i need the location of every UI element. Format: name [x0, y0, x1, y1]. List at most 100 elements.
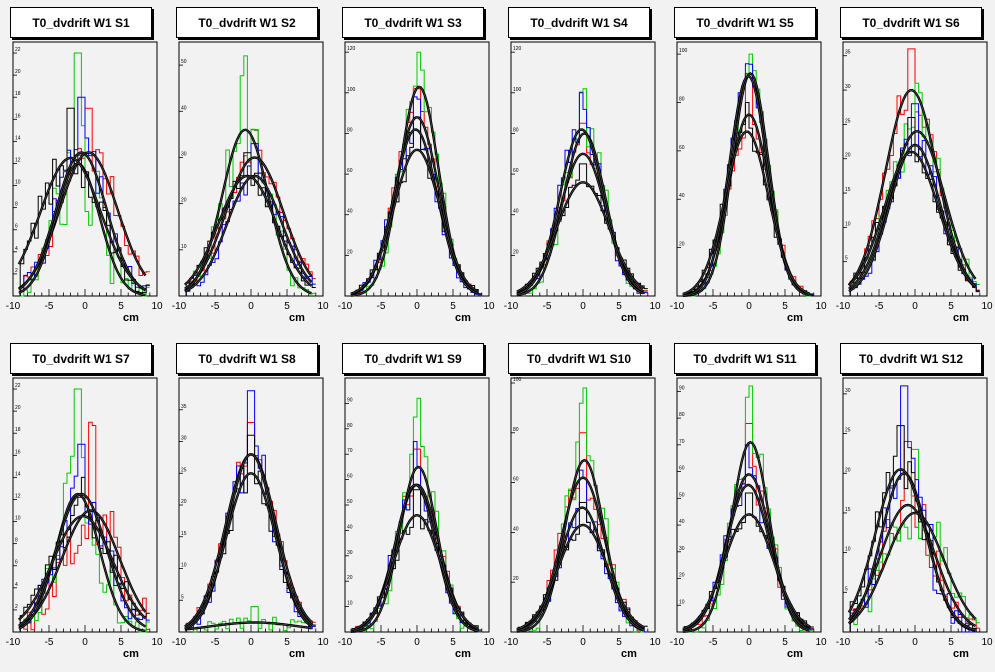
- histogram-series: [351, 88, 482, 296]
- x-tick-label: 10: [483, 637, 495, 648]
- gaussian-fit-curve: [516, 128, 644, 296]
- fit-highlight: [184, 175, 312, 287]
- histogram-pad: 20 40 60 80 100 120 -10 -5 0 5 10 T0_dvdrift W1 S3 c…: [332, 0, 498, 336]
- y-tick-label: 20: [347, 249, 353, 255]
- histogram-plot: 20 40 60 80 100 120 -10 -5 0 5 10: [338, 41, 495, 312]
- y-tick-label: 2: [15, 268, 18, 274]
- x-tick-label: -10: [670, 637, 685, 648]
- fit-highlight: [848, 144, 976, 292]
- plot-title: T0_dvdrift W1 S11: [674, 343, 816, 374]
- x-tick-label: 5: [118, 301, 124, 312]
- fit-highlight: [184, 472, 312, 629]
- x-tick-label: 0: [746, 637, 752, 648]
- histogram-series: [517, 432, 648, 633]
- y-tick-label: 20: [15, 405, 21, 411]
- y-tick-label: 90: [679, 385, 685, 391]
- x-axis-label: cm: [289, 648, 305, 660]
- y-tick-label: 60: [513, 477, 519, 483]
- y-tick-label: 80: [679, 96, 685, 102]
- fit-highlight: [184, 622, 312, 630]
- x-tick-label: -5: [377, 301, 386, 312]
- histogram-pad: 5 10 15 20 25 30 35 -10 -5 0 5 10 T0_dvdrift W1 S6 cm: [830, 0, 995, 336]
- gaussian-fit-curve: [847, 88, 977, 288]
- histogram-series: [19, 107, 150, 296]
- gaussian-fit-curve: [184, 156, 313, 290]
- y-tick-label: 100: [513, 377, 522, 383]
- fit-highlight: [848, 151, 976, 287]
- y-tick-label: 80: [679, 412, 685, 418]
- y-tick-label: 5: [181, 594, 184, 600]
- gaussian-fit-curve: [350, 513, 479, 632]
- x-axis-label: cm: [621, 312, 637, 324]
- x-tick-label: -5: [377, 637, 386, 648]
- gaussian-fit-curve: [516, 181, 645, 293]
- y-tick-label: 30: [679, 546, 685, 552]
- plot-title: T0_dvdrift W1 S3: [342, 7, 484, 38]
- y-tick-label: 50: [181, 59, 187, 65]
- plot-frame: [510, 377, 656, 633]
- x-tick-label: 0: [82, 637, 88, 648]
- y-tick-label: 15: [845, 507, 851, 513]
- y-tick-label: 60: [347, 168, 353, 174]
- x-tick-label: 10: [317, 637, 329, 648]
- y-tick-label: 20: [513, 249, 519, 255]
- gaussian-fit-curve: [848, 130, 977, 290]
- gaussian-fit-curve: [17, 514, 147, 621]
- y-tick-label: 20: [513, 576, 519, 582]
- gaussian-fit-curve: [682, 113, 810, 297]
- gaussian-fit-curve: [183, 174, 313, 287]
- y-tick-label: 22: [15, 47, 21, 53]
- histogram-pad: 2 4 6 8 10 12 14 16 18 20 22 -10 -5 0 5 10 T0_dvdrift W1…: [0, 0, 166, 336]
- histogram-series: [351, 96, 482, 296]
- histogram-series: [849, 103, 980, 296]
- gaussian-fit-curve: [184, 621, 312, 631]
- fit-highlight: [350, 514, 478, 631]
- histogram-series: [185, 606, 316, 633]
- gaussian-fit-curve: [847, 468, 976, 632]
- y-tick-label: 35: [845, 50, 851, 56]
- histogram-plot: 5 10 15 20 25 30 -10 -5 0 5 10: [836, 377, 993, 648]
- y-tick-label: 100: [347, 87, 356, 93]
- y-tick-label: 16: [15, 449, 21, 455]
- x-tick-label: 0: [82, 301, 88, 312]
- x-tick-label: -10: [172, 301, 187, 312]
- y-tick-label: 10: [15, 180, 21, 186]
- fit-highlight: [682, 73, 810, 297]
- y-tick-label: 80: [347, 127, 353, 133]
- x-axis-label: cm: [621, 648, 637, 660]
- x-axis-label: cm: [455, 312, 471, 324]
- y-tick-label: 20: [679, 242, 685, 248]
- y-tick-label: 60: [679, 145, 685, 151]
- y-tick-label: 40: [679, 519, 685, 525]
- y-tick-label: 10: [845, 221, 851, 227]
- histogram-series: [849, 441, 980, 632]
- y-tick-label: 40: [347, 524, 353, 530]
- plot-frame: [676, 41, 822, 297]
- fit-highlight: [516, 459, 644, 632]
- histogram-series: [683, 444, 814, 632]
- x-tick-label: 10: [483, 301, 495, 312]
- histogram-pad: 20 40 60 80 100 -10 -5 0 5 10 T0_dvdrift W1 S5 cm: [664, 0, 830, 336]
- histogram-series: [683, 63, 814, 296]
- y-tick-label: 18: [15, 91, 21, 97]
- y-tick-label: 100: [679, 48, 688, 54]
- histogram-series: [849, 425, 980, 633]
- y-tick-label: 30: [845, 84, 851, 90]
- histogram-pad: 10 20 30 40 50 60 70 80 90 -10 -5 0 5 10 T0_dvdrift W1…: [332, 336, 498, 672]
- x-tick-label: 10: [981, 637, 993, 648]
- histogram-series: [351, 116, 482, 296]
- y-tick-label: 4: [15, 246, 18, 252]
- x-tick-label: 5: [450, 637, 456, 648]
- y-tick-label: 15: [845, 187, 851, 193]
- histogram-plot: 2 4 6 8 10 12 14 16 18 20 22 -10 -5 0 5 10: [6, 41, 163, 312]
- y-tick-label: 60: [347, 474, 353, 480]
- y-tick-label: 12: [15, 157, 21, 163]
- y-tick-label: 80: [513, 427, 519, 433]
- x-tick-label: 0: [414, 301, 420, 312]
- gaussian-fit-curve: [516, 523, 645, 631]
- y-tick-label: 2: [15, 604, 18, 610]
- x-tick-label: -10: [836, 301, 851, 312]
- x-tick-label: 0: [580, 301, 586, 312]
- y-tick-label: 10: [181, 244, 187, 250]
